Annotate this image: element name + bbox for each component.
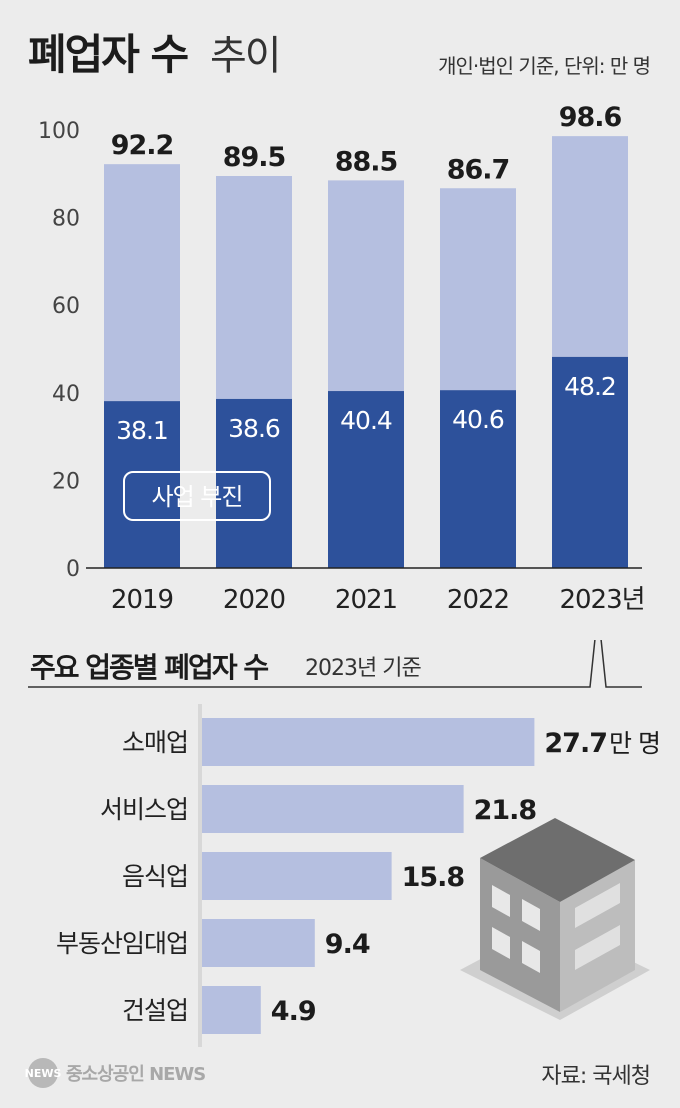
logo-text: 중소상공인 NEWS (66, 1064, 206, 1085)
x-tick-label: 2019 (111, 585, 173, 615)
bar-segment-business-slump (440, 390, 516, 568)
chart-title-light: 추이 (210, 33, 282, 79)
horizontal-bar (202, 986, 261, 1034)
x-tick-label: 2021 (335, 585, 397, 615)
bar-value-label: 15.8 (402, 862, 465, 893)
bar-segment-other (216, 175, 292, 399)
legend-badge-outline (123, 471, 271, 521)
bar-segment-other (104, 164, 180, 402)
unit-note: 개인·법인 기준, 단위: 만 명 (438, 54, 651, 78)
bar-value-label: 40.6 (452, 405, 504, 434)
bar-segment-other (328, 180, 404, 392)
stacked-bar-chart: 0 20 40 60 80 100 38.1 92.2 2019 38.6 89.5 2020 40.4… (38, 102, 646, 615)
bar-segment-business-slump (328, 391, 404, 568)
category-label: 서비스업 (100, 795, 188, 824)
building-window (575, 883, 620, 928)
category-label: 음식업 (122, 862, 188, 891)
source-note: 자료: 국세청 (541, 1064, 651, 1089)
bar-total-label: 88.5 (335, 146, 398, 177)
bar-total-label: 86.7 (447, 154, 510, 185)
bar-value-label: 38.6 (228, 414, 280, 443)
bar-segment-other (440, 188, 516, 391)
category-axis (198, 704, 202, 1047)
bar-value-label: 21.8 (474, 795, 537, 826)
building-window (522, 941, 540, 973)
bar-total-label: 92.2 (111, 130, 174, 161)
chart-title: 폐업자 수 (28, 30, 189, 79)
y-tick-label: 0 (66, 557, 80, 582)
x-tick-label: 2020 (223, 585, 285, 615)
y-tick-label: 40 (52, 382, 80, 407)
horizontal-bar (202, 785, 464, 833)
legend-badge: 사업 부진 (123, 471, 271, 521)
bar-value-label: 27.7만 명 (544, 728, 660, 759)
publisher-logo: NEWS 중소상공인 NEWS (25, 1058, 206, 1088)
bar-total-label: 98.6 (559, 102, 622, 133)
building-window (575, 925, 620, 970)
bar-total-label: 89.5 (223, 142, 286, 173)
value-unit: 만 명 (609, 729, 660, 758)
bar-segment-business-slump (552, 356, 628, 568)
bar-value-label: 38.1 (116, 416, 168, 445)
x-tick-label: 2023년 (559, 585, 644, 615)
bar-value-label: 9.4 (325, 929, 370, 960)
building-window (522, 899, 540, 931)
bar-value-label: 48.2 (564, 372, 616, 401)
bar-value-label: 4.9 (271, 996, 316, 1027)
horizontal-bar (202, 718, 535, 766)
category-label: 부동산임대업 (56, 929, 188, 958)
y-tick-label: 20 (52, 469, 80, 494)
building-window (492, 885, 510, 917)
category-label: 건설업 (122, 996, 188, 1025)
bar-value-label: 40.4 (340, 406, 392, 435)
y-tick-label: 100 (38, 119, 80, 144)
bar-segment-business-slump (104, 401, 180, 568)
bar-segment-other (552, 136, 628, 357)
y-tick-label: 80 (52, 207, 80, 232)
logo-mark-icon: NEWS (25, 1058, 61, 1088)
x-tick-label: 2022 (447, 585, 509, 615)
horizontal-bar (202, 919, 315, 967)
building-icon (460, 818, 650, 1020)
section-title: 주요 업종별 폐업자 수 (30, 651, 269, 684)
building-window (492, 927, 510, 959)
horizontal-bar (202, 852, 392, 900)
bar-segment-business-slump (216, 398, 292, 568)
category-label: 소매업 (122, 728, 188, 757)
building-roof (480, 818, 635, 902)
section-divider (28, 640, 642, 688)
legend-label: 사업 부진 (152, 483, 243, 511)
section-subtitle: 2023년 기준 (305, 656, 422, 681)
y-tick-label: 60 (52, 294, 80, 319)
